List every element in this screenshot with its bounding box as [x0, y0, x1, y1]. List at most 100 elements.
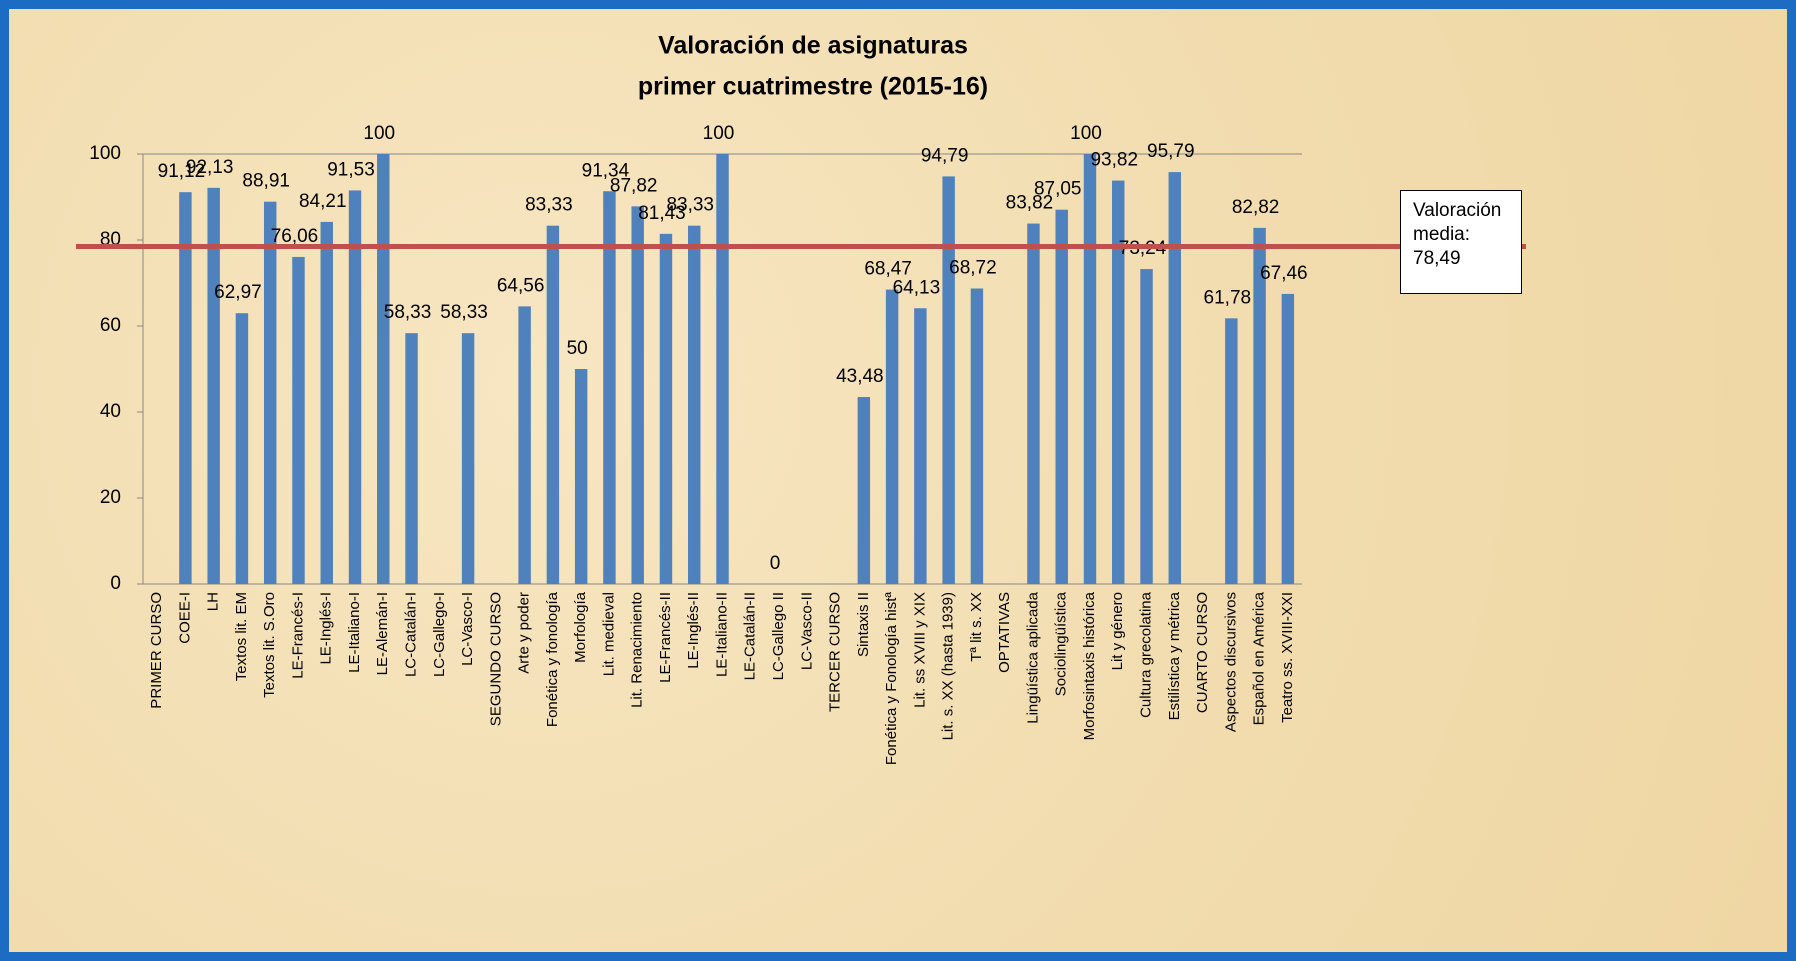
x-tick-label: Lit. medieval [600, 592, 617, 676]
y-tick-label: 60 [100, 315, 121, 336]
x-tick-label: Sociolingüística [1053, 591, 1070, 696]
x-tick-label: LE-Francés-I [289, 592, 306, 679]
chart-subtitle: primer cuatrimestre (2015-16) [638, 73, 988, 101]
value-label: 91,53 [327, 159, 375, 180]
x-tick-label: OPTATIVAS [996, 592, 1013, 673]
average-label: Valoración media: [1413, 200, 1502, 245]
bar [1168, 172, 1182, 584]
bar [688, 225, 701, 584]
bar [857, 397, 871, 584]
chart-title: Valoración de asignaturas [658, 32, 968, 60]
value-label: 95,79 [1147, 141, 1195, 162]
x-tick-label: Tª lit s. XX [968, 592, 985, 662]
bar [320, 221, 333, 584]
x-tick-label: Morfología [572, 591, 589, 663]
bar [716, 154, 729, 584]
average-value-label: 78,49 [1413, 248, 1461, 269]
x-tick-label: SEGUNDO CURSO [487, 592, 504, 726]
x-tick-label: TERCER CURSO [827, 592, 844, 712]
y-tick-label: 40 [100, 401, 121, 422]
bar [659, 233, 673, 584]
value-label: 93,82 [1090, 150, 1138, 171]
x-tick-label: Textos lit. S.Oro [261, 592, 278, 698]
bar [235, 313, 249, 584]
y-tick-label: 0 [110, 573, 121, 594]
bar [1281, 293, 1295, 584]
x-tick-label: Lit. Renacimiento [629, 592, 646, 708]
bar [179, 192, 192, 584]
x-tick-label: LC-Gallego II [770, 592, 787, 680]
x-tick-label: LC-Gallego-I [431, 592, 448, 677]
bar [603, 191, 616, 584]
value-label: 68,72 [949, 258, 997, 279]
value-label: 61,78 [1204, 287, 1252, 308]
bar [885, 289, 899, 584]
x-tick-label: COEE-I [176, 592, 193, 644]
y-tick-label: 100 [89, 143, 121, 164]
bar [207, 187, 220, 584]
bar [970, 288, 984, 584]
x-tick-label: LE-Inglés-I [318, 592, 335, 665]
bar [1225, 318, 1238, 584]
x-tick-label: CUARTO CURSO [1194, 592, 1211, 713]
value-label: 87,05 [1034, 179, 1082, 200]
x-tick-label: Estilística y métrica [1166, 591, 1183, 720]
value-label: 84,21 [299, 191, 347, 212]
bar [518, 306, 531, 584]
value-label: 100 [363, 123, 395, 144]
value-label: 91,34 [582, 160, 630, 181]
value-label: 67,46 [1260, 263, 1308, 284]
bar [377, 154, 390, 584]
value-label: 92,13 [186, 157, 234, 178]
value-label: 76,06 [271, 226, 319, 247]
x-tick-label: LE-Inglés-II [685, 592, 702, 669]
x-tick-label: Lingüística aplicada [1024, 591, 1041, 723]
bar [914, 308, 927, 584]
bar [263, 201, 277, 584]
x-tick-label: LE-Francés-II [657, 592, 674, 683]
x-tick-label: Arte y poder [516, 592, 533, 674]
bar [461, 333, 475, 584]
value-label: 64,13 [893, 277, 941, 298]
bar [1055, 209, 1068, 584]
bar [574, 369, 588, 584]
x-tick-label: Aspectos discursivos [1222, 592, 1239, 732]
x-tick-label: Fonética y Fonología histª [883, 592, 900, 766]
bar [1253, 227, 1266, 584]
value-label: 83,33 [525, 195, 573, 216]
x-tick-label: LE-Italiano-I [346, 592, 363, 673]
bar [348, 190, 362, 584]
bar [405, 333, 418, 584]
value-label: 58,33 [384, 302, 432, 323]
value-label: 62,97 [214, 282, 262, 303]
x-tick-label: Morfosintaxis histórica [1081, 591, 1098, 740]
x-tick-label: LC-Vasco-II [798, 592, 815, 670]
bar [631, 206, 644, 584]
value-label: 58,33 [440, 302, 488, 323]
x-tick-label: Sintaxis II [855, 592, 872, 657]
value-label: 64,56 [497, 275, 545, 296]
x-tick-label: Lit. ss XVIII y XIX [911, 592, 928, 708]
value-label: 0 [770, 553, 781, 574]
x-tick-label: Español en América [1251, 591, 1268, 725]
x-tick-label: Cultura grecolatina [1137, 591, 1154, 718]
x-tick-label: LE-Italiano-II [713, 592, 730, 677]
value-label: 81,43 [638, 203, 686, 224]
value-label: 68,47 [864, 259, 912, 280]
x-tick-label: LC-Catalán-I [403, 592, 420, 677]
x-tick-label: LC-Vasco-I [459, 592, 476, 666]
value-label: 88,91 [242, 171, 290, 192]
x-tick-label: PRIMER CURSO [148, 592, 165, 709]
value-label: 91,12 [158, 161, 206, 182]
bar [1083, 154, 1097, 584]
bar [942, 176, 955, 584]
x-tick-label: LH [205, 592, 222, 611]
y-tick-label: 20 [100, 487, 121, 508]
bar [1112, 180, 1125, 584]
value-label: 50 [567, 338, 588, 359]
value-label: 83,33 [666, 195, 714, 216]
value-label: 100 [703, 123, 735, 144]
value-label: 100 [1070, 123, 1102, 144]
x-tick-label: LE-Alemán-I [374, 592, 391, 675]
